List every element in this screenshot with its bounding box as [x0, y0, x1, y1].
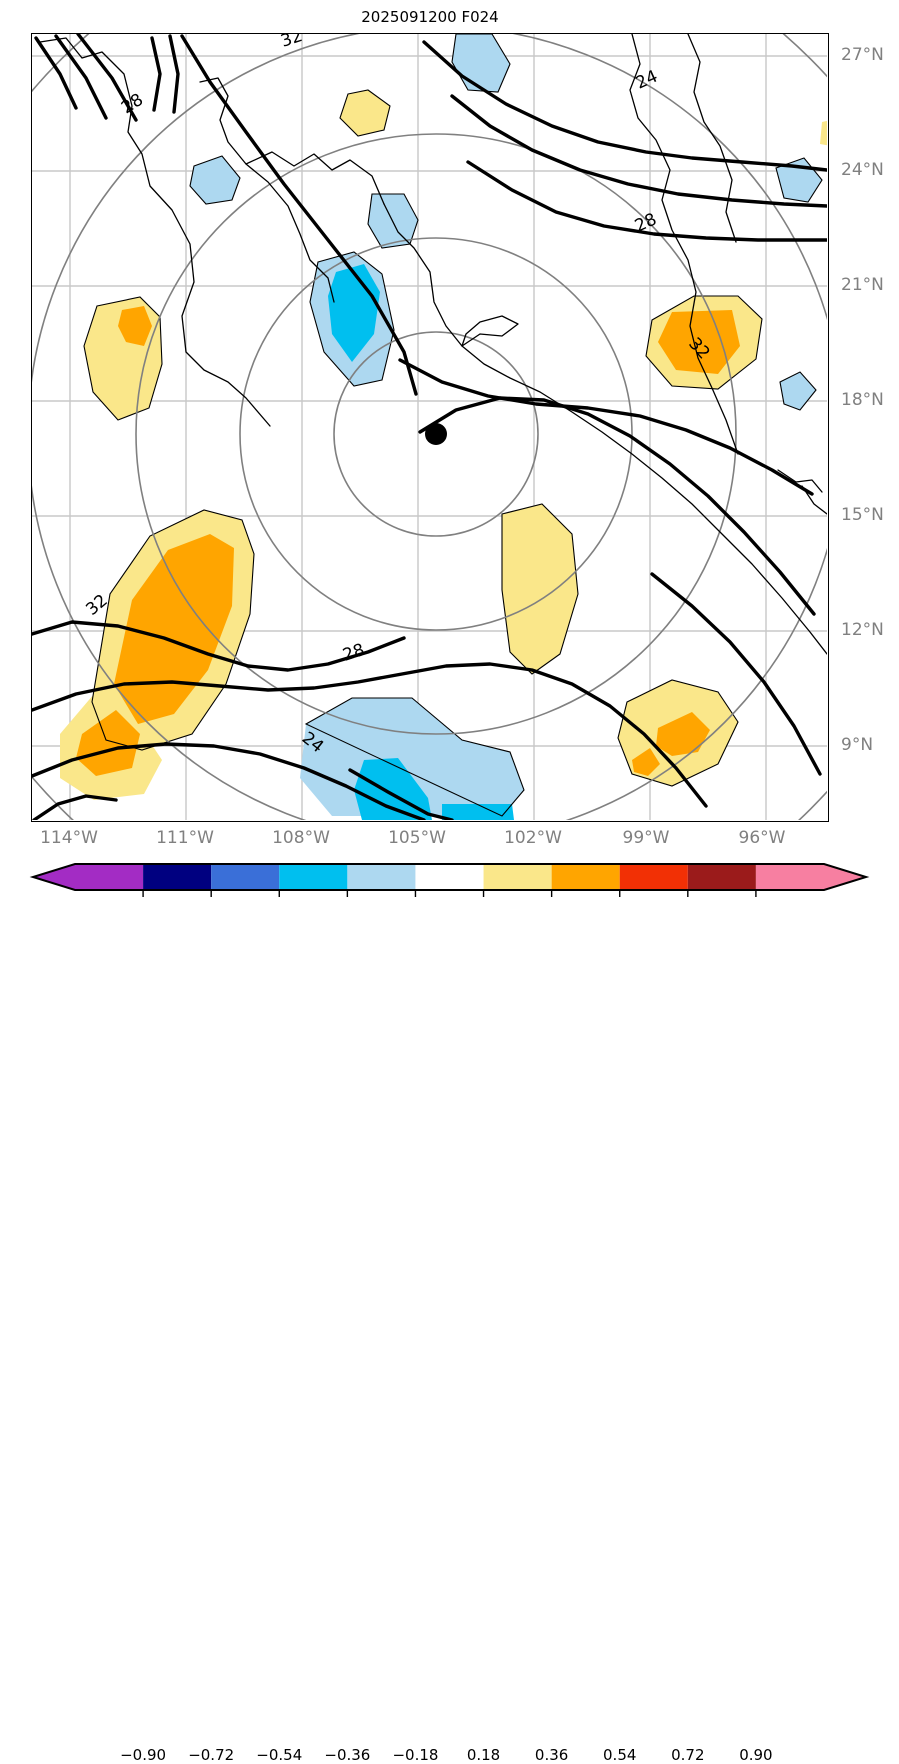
map-canvas: 32 28 24 28 32 32 28 24 [32, 34, 827, 820]
colorbar-band [347, 864, 416, 890]
range-rings [32, 34, 827, 820]
colorbar-band [415, 864, 484, 890]
x-axis-tick-label: 111°W [156, 828, 214, 848]
x-axis-tick-label: 102°W [504, 828, 562, 848]
colorbar-tick-marks [142, 890, 757, 897]
contour-label: 28 [340, 640, 367, 666]
colorbar-tick-label: 0.54 [603, 1746, 637, 1764]
page-title: 2025091200 F024 [361, 8, 499, 26]
coastlines [39, 34, 827, 655]
y-axis-tick-label: 18°N [841, 390, 884, 410]
colorbar-tick-label: 0.36 [534, 1746, 569, 1764]
colorbar-band [483, 864, 552, 890]
colorbar-band [143, 864, 212, 890]
shaded-field-southwest-complex [60, 510, 254, 800]
contour-lines [32, 34, 827, 820]
y-axis-tick-label: 27°N [841, 45, 884, 65]
colorbar-band [551, 864, 620, 890]
x-axis-tick-label: 108°W [272, 828, 330, 848]
x-axis-tick-label: 96°W [738, 828, 786, 848]
y-axis-tick-label: 21°N [841, 275, 884, 295]
colorbar-tick-label: −0.90 [120, 1746, 167, 1764]
y-axis-tick-label: 9°N [841, 735, 874, 755]
y-axis-tick-label: 12°N [841, 620, 884, 640]
x-axis-tick-label: 99°W [622, 828, 670, 848]
colorbar-tick-label: −0.54 [256, 1746, 303, 1764]
storm-center-marker[interactable] [425, 423, 447, 445]
colorbar-band [687, 864, 756, 890]
colorbar-tick-label: 0.90 [739, 1746, 773, 1764]
y-axis-tick-label: 15°N [841, 505, 884, 525]
colorbar-band [755, 864, 866, 890]
map-plot-area[interactable]: 32 28 24 28 32 32 28 24 [31, 33, 829, 822]
forecast-map-figure: 2025091200 F024 [0, 8, 899, 1764]
colorbar-outline [29, 863, 870, 891]
colorbar-band [279, 864, 348, 890]
colorbar-swatches [29, 863, 870, 897]
colorbar-band [211, 864, 280, 890]
colorbar-tick-label: −0.72 [188, 1746, 235, 1764]
colorbar-tick-label: 0.18 [466, 1746, 501, 1764]
colorbar-band [33, 864, 144, 890]
x-axis-tick-label: 114°W [40, 828, 98, 848]
colorbar-band [619, 864, 688, 890]
x-axis-tick-label: 105°W [388, 828, 446, 848]
field-outlines [83, 34, 823, 817]
colorbar-tick-label: −0.18 [392, 1746, 439, 1764]
colorbar-tick-label: −0.36 [324, 1746, 371, 1764]
shaded-field-orange [118, 306, 740, 776]
colorbar[interactable]: −0.90 −0.72 −0.54 −0.36 −0.18 0.18 0.36 0.54 0.7… [0, 860, 899, 1764]
colorbar-band-group [33, 864, 866, 890]
y-axis-tick-label: 24°N [841, 160, 884, 180]
colorbar-tick-label: 0.72 [671, 1746, 705, 1764]
